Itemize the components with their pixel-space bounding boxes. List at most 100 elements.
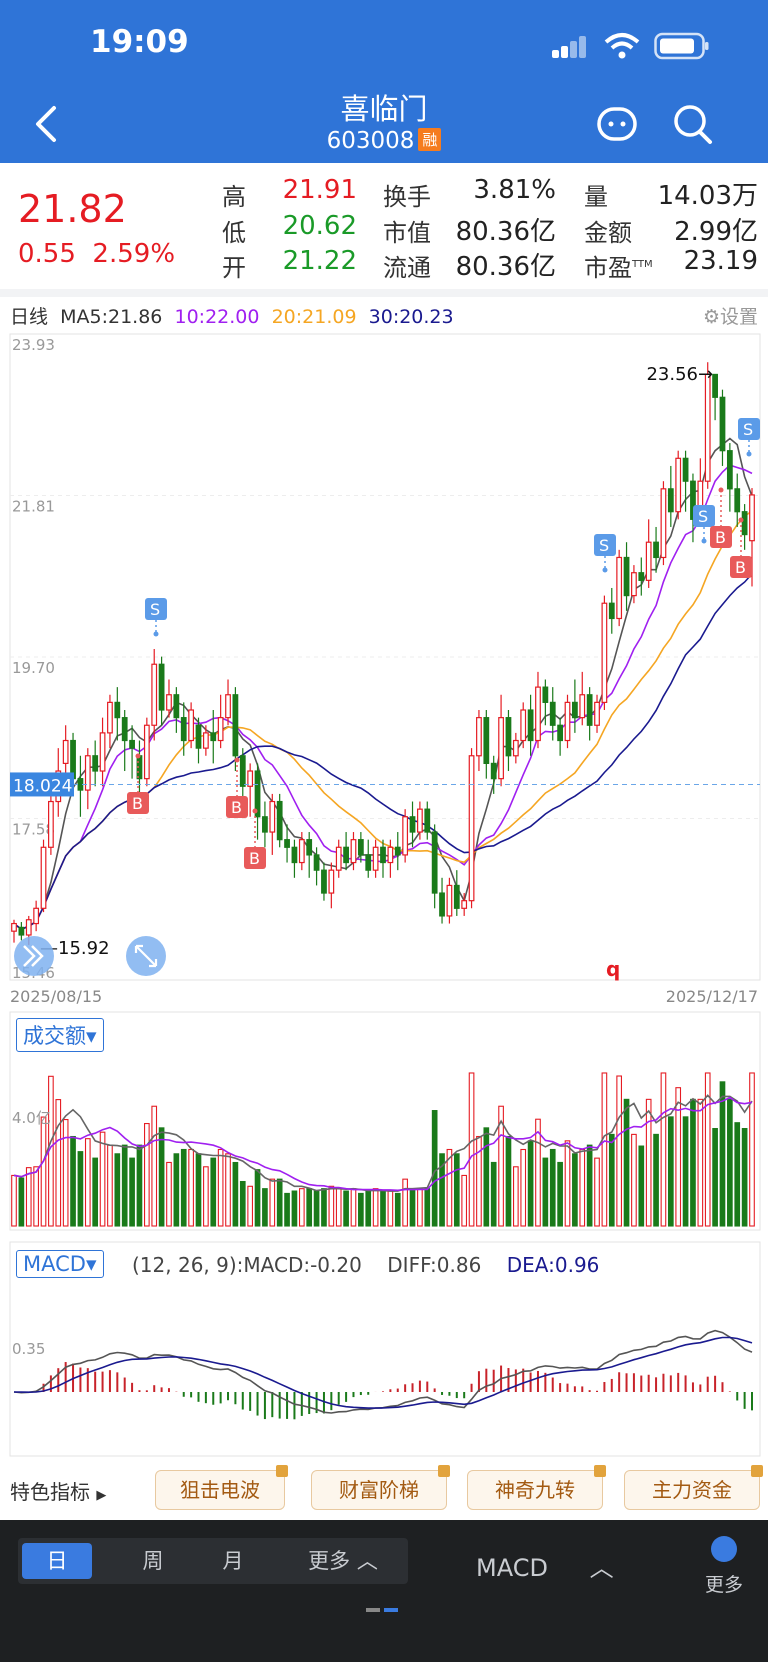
expand-arrows-icon (134, 944, 158, 968)
tab-more[interactable]: 更多 ︿ (288, 1538, 398, 1584)
volume-bar (446, 1148, 453, 1227)
quote-value: 20.62 (282, 211, 357, 241)
tab-week[interactable]: 周 (142, 1549, 164, 1573)
volume-frame (9, 1011, 761, 1231)
volume-bar (358, 1192, 364, 1227)
fullscreen-icon[interactable] (126, 936, 166, 976)
candle-body (343, 846, 349, 864)
volume-bar (394, 1192, 401, 1227)
volume-bar (387, 1190, 394, 1227)
bottom-toolbar: 日 周 月 更多 ︿ MACD ︿ 更多 (0, 1520, 768, 1662)
chevron-up-icon: ︿ (589, 1554, 614, 1582)
tab-day[interactable]: 日 (22, 1543, 92, 1579)
candle-body (291, 846, 298, 864)
candle-body (180, 717, 187, 742)
more-button[interactable]: 更多 (700, 1530, 748, 1597)
volume-bar (439, 1153, 445, 1227)
candle-body (114, 701, 121, 719)
candle-body (276, 800, 283, 841)
signal-marker-b[interactable] (127, 792, 149, 814)
volume-bar (667, 1116, 674, 1227)
volume-bar (749, 1072, 755, 1227)
candle-body (549, 701, 556, 726)
feature-main-capital[interactable]: 主力资金 (624, 1465, 763, 1510)
indicator-selector[interactable]: MACD ︿ (476, 1548, 614, 1583)
signal-label: B (231, 798, 242, 817)
status-time: 19:09 (90, 24, 189, 60)
feature-sniper-wave[interactable]: 狙击电波 (155, 1465, 288, 1510)
candle-body (653, 541, 659, 559)
volume-selector[interactable]: 成交额▾ (16, 1018, 104, 1052)
volume-bar (25, 1167, 32, 1227)
signal-label: S (743, 420, 753, 439)
signal-marker-s[interactable] (594, 534, 616, 556)
scroll-left-icon[interactable] (14, 936, 54, 976)
volume-bar (675, 1087, 682, 1227)
volume-bar (313, 1190, 320, 1227)
volume-bar (276, 1178, 283, 1227)
settings-button[interactable]: ⚙设置 (703, 302, 758, 329)
dropdown-icon: ▾ (85, 1252, 97, 1276)
signal-marker-b[interactable] (244, 847, 266, 869)
feature-wealth-ladder[interactable]: 财富阶梯 (311, 1465, 450, 1510)
volume-bar (453, 1153, 460, 1227)
back-icon[interactable] (30, 104, 60, 144)
volume-bar (682, 1116, 689, 1227)
signal-marker-b[interactable] (730, 556, 752, 578)
volume-bar (727, 1098, 733, 1227)
volume-chart[interactable]: 4.0亿 (0, 1010, 768, 1240)
macd-dea: DEA:0.96 (506, 1253, 600, 1277)
candle-body (557, 724, 564, 742)
volume-bar (372, 1188, 379, 1227)
volume-bar (498, 1105, 504, 1227)
signal-dot (701, 538, 707, 544)
signal-marker-b[interactable] (710, 526, 732, 548)
candle-body (402, 816, 409, 856)
candle-body (512, 739, 519, 757)
lock-icon (438, 1465, 450, 1477)
candle-body (195, 724, 202, 749)
candle-body (151, 663, 158, 726)
candle-body (129, 739, 135, 749)
signal-marker-b[interactable] (226, 796, 248, 818)
feature-magic-nine[interactable]: 神奇九转 (467, 1465, 606, 1510)
signal-dot (135, 753, 141, 759)
volume-bar (254, 1169, 261, 1227)
page-indicator (366, 1597, 398, 1616)
volume-bar (173, 1153, 180, 1227)
volume-bar (129, 1157, 135, 1227)
volume-bar (99, 1131, 106, 1227)
signal-label: S (599, 536, 609, 555)
feature-label: 主力资金 (652, 1478, 732, 1502)
chat-icon[interactable] (596, 104, 638, 146)
quote-value: 14.03万 (657, 181, 758, 211)
candle-body (350, 839, 357, 864)
volume-bar (690, 1098, 696, 1227)
signal-marker-s[interactable] (738, 418, 760, 440)
special-indicators-button[interactable]: 特色指标 ▶ (10, 1476, 106, 1505)
volume-bar (306, 1188, 313, 1227)
macd-chart[interactable]: 0.35 (0, 1240, 768, 1460)
volume-bar (225, 1153, 231, 1227)
double-chevron-icon (23, 945, 44, 967)
candle-body (121, 717, 128, 742)
volume-bar (328, 1185, 335, 1227)
volume-bar (210, 1157, 217, 1227)
high-marker: 23.56→ (646, 364, 713, 385)
signal-marker-s[interactable] (145, 598, 167, 620)
volume-bar (608, 1133, 615, 1227)
candle-body (262, 816, 268, 833)
volume-bar (601, 1072, 608, 1227)
volume-bar (33, 1166, 39, 1227)
candle-body (409, 816, 416, 833)
candle-body (586, 694, 593, 726)
search-icon[interactable] (672, 102, 714, 146)
macd-selector[interactable]: MACD▾ (16, 1250, 104, 1278)
candle-body (571, 701, 578, 719)
volume-y-tick: 4.0亿 (12, 1109, 51, 1127)
signal-marker-s[interactable] (693, 505, 715, 527)
tab-month[interactable]: 月 (222, 1549, 244, 1573)
candle-body (99, 732, 106, 772)
volume-bar (298, 1188, 305, 1227)
